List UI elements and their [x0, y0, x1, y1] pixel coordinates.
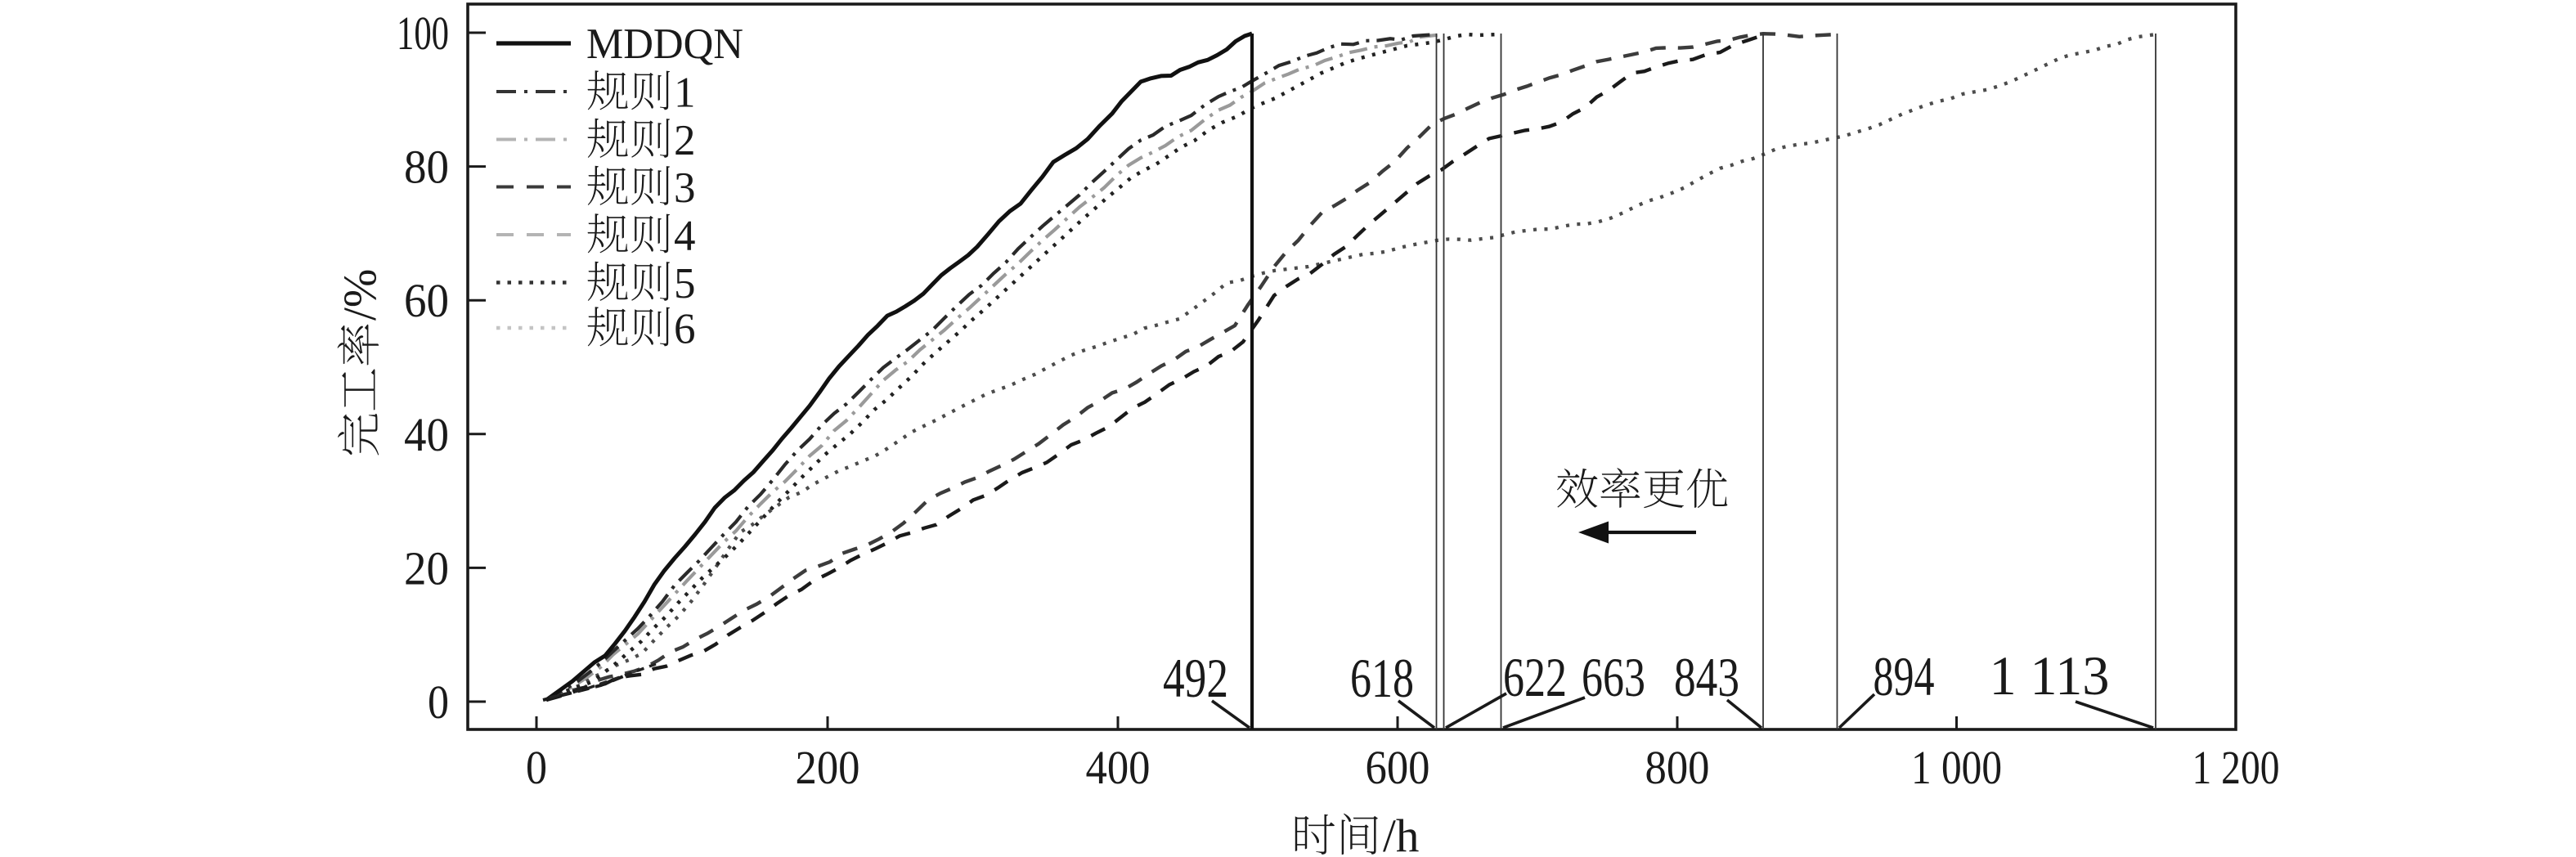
svg-text:894: 894	[1874, 645, 1935, 707]
svg-text:6: 6	[674, 306, 696, 353]
svg-text:0: 0	[428, 675, 449, 729]
svg-text:3: 3	[674, 164, 696, 212]
svg-text:/h: /h	[1383, 810, 1419, 857]
svg-text:618: 618	[1350, 647, 1414, 709]
svg-text:0: 0	[526, 741, 547, 794]
svg-text:1 113: 1 113	[1990, 644, 2110, 707]
svg-text:663: 663	[1582, 646, 1645, 708]
svg-text:200: 200	[796, 741, 860, 794]
svg-text:800: 800	[1645, 741, 1710, 794]
svg-text:2: 2	[674, 117, 696, 164]
svg-text:20: 20	[404, 541, 449, 595]
svg-text:492: 492	[1163, 647, 1228, 709]
svg-text:622: 622	[1503, 646, 1567, 708]
svg-text:1: 1	[674, 70, 696, 117]
svg-text:/%: /%	[334, 269, 386, 321]
svg-text:40: 40	[404, 408, 449, 461]
svg-text:60: 60	[404, 274, 449, 327]
svg-text:100: 100	[397, 7, 449, 60]
svg-text:4: 4	[674, 213, 696, 260]
svg-text:5: 5	[674, 260, 696, 307]
svg-text:400: 400	[1086, 741, 1151, 794]
svg-text:1 200: 1 200	[2192, 741, 2280, 794]
svg-text:80: 80	[404, 141, 449, 194]
svg-text:1 000: 1 000	[1911, 741, 2002, 794]
svg-text:843: 843	[1674, 646, 1739, 708]
svg-text:MDDQN: MDDQN	[586, 20, 743, 68]
svg-text:600: 600	[1366, 741, 1430, 794]
